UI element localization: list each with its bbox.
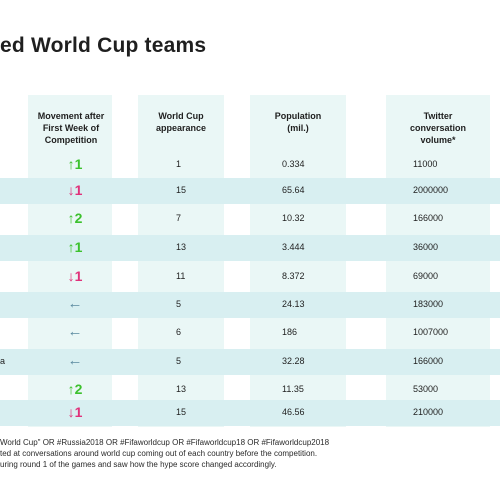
row-name-fragment bbox=[0, 377, 14, 401]
movement-indicator: ↑1 bbox=[67, 156, 83, 172]
appearance-cell: 5 bbox=[176, 356, 182, 366]
population-cell: 8.372 bbox=[282, 271, 305, 281]
twitter-cell: 53000 bbox=[413, 384, 439, 394]
population-cell: 3.444 bbox=[282, 242, 305, 252]
row-band bbox=[0, 400, 500, 426]
row-name-fragment: a bbox=[0, 356, 6, 366]
movement-indicator: ↑2 bbox=[67, 381, 83, 397]
header-movement: Movement after First Week of Competition bbox=[37, 111, 105, 145]
movement-indicator: ↑1 bbox=[67, 239, 83, 255]
population-cell: 65.64 bbox=[282, 185, 305, 195]
movement-indicator: ↑2 bbox=[67, 210, 83, 226]
twitter-cell: 166000 bbox=[413, 213, 444, 223]
row-name-fragment bbox=[0, 320, 14, 344]
movement-indicator: ↓1 bbox=[67, 404, 83, 420]
movement-indicator: ← bbox=[67, 323, 83, 340]
header-population: Population (mil.) bbox=[274, 111, 322, 133]
population-cell: 11.35 bbox=[282, 384, 304, 394]
twitter-cell: 69000 bbox=[413, 271, 439, 281]
population-cell: 186 bbox=[282, 327, 298, 337]
row-band bbox=[0, 292, 500, 318]
appearance-cell: 13 bbox=[176, 384, 187, 394]
twitter-cell: 166000 bbox=[413, 356, 444, 366]
row-name-fragment bbox=[0, 235, 14, 259]
movement-indicator: ← bbox=[67, 295, 83, 312]
population-cell: 0.334 bbox=[282, 159, 305, 169]
population-cell: 32.28 bbox=[282, 356, 305, 366]
row-name-fragment bbox=[0, 292, 14, 316]
appearance-cell: 6 bbox=[176, 327, 182, 337]
appearance-cell: 15 bbox=[176, 185, 187, 195]
footnote-method: ted at conversations around world cup co… bbox=[0, 449, 318, 458]
appearance-cell: 5 bbox=[176, 299, 182, 309]
twitter-cell: 36000 bbox=[413, 242, 439, 252]
twitter-cell: 1007000 bbox=[413, 327, 449, 337]
row-band bbox=[0, 349, 500, 375]
appearance-cell: 11 bbox=[176, 271, 186, 281]
row-name-fragment bbox=[0, 152, 14, 176]
movement-indicator: ↓1 bbox=[67, 182, 83, 198]
appearance-cell: 7 bbox=[176, 213, 182, 223]
appearance-cell: 15 bbox=[176, 407, 187, 417]
population-cell: 24.13 bbox=[282, 299, 305, 309]
row-name-fragment bbox=[0, 178, 14, 202]
population-cell: 46.56 bbox=[282, 407, 305, 417]
row-name-fragment bbox=[0, 264, 14, 288]
row-name-fragment bbox=[0, 400, 14, 424]
twitter-cell: 11000 bbox=[413, 159, 438, 169]
appearance-cell: 13 bbox=[176, 242, 187, 252]
appearance-cell: 1 bbox=[176, 159, 182, 169]
movement-indicator: ← bbox=[67, 352, 83, 369]
row-name-fragment bbox=[0, 206, 14, 230]
twitter-cell: 210000 bbox=[413, 407, 444, 417]
twitter-cell: 183000 bbox=[413, 299, 444, 309]
page-title: ed World Cup teams bbox=[0, 34, 207, 57]
twitter-cell: 2000000 bbox=[413, 185, 449, 195]
header-twitter: Twitter conversation volume* bbox=[409, 111, 467, 145]
header-appearance: World Cup appearance bbox=[155, 111, 207, 133]
row-band bbox=[0, 178, 500, 204]
row-band bbox=[0, 235, 500, 261]
movement-indicator: ↓1 bbox=[67, 268, 83, 284]
population-cell: 10.32 bbox=[282, 213, 305, 223]
footnote-hashtags: World Cup" OR #Russia2018 OR #Fifaworldc… bbox=[0, 438, 330, 447]
footnote-hype: uring round 1 of the games and saw how t… bbox=[0, 460, 277, 469]
